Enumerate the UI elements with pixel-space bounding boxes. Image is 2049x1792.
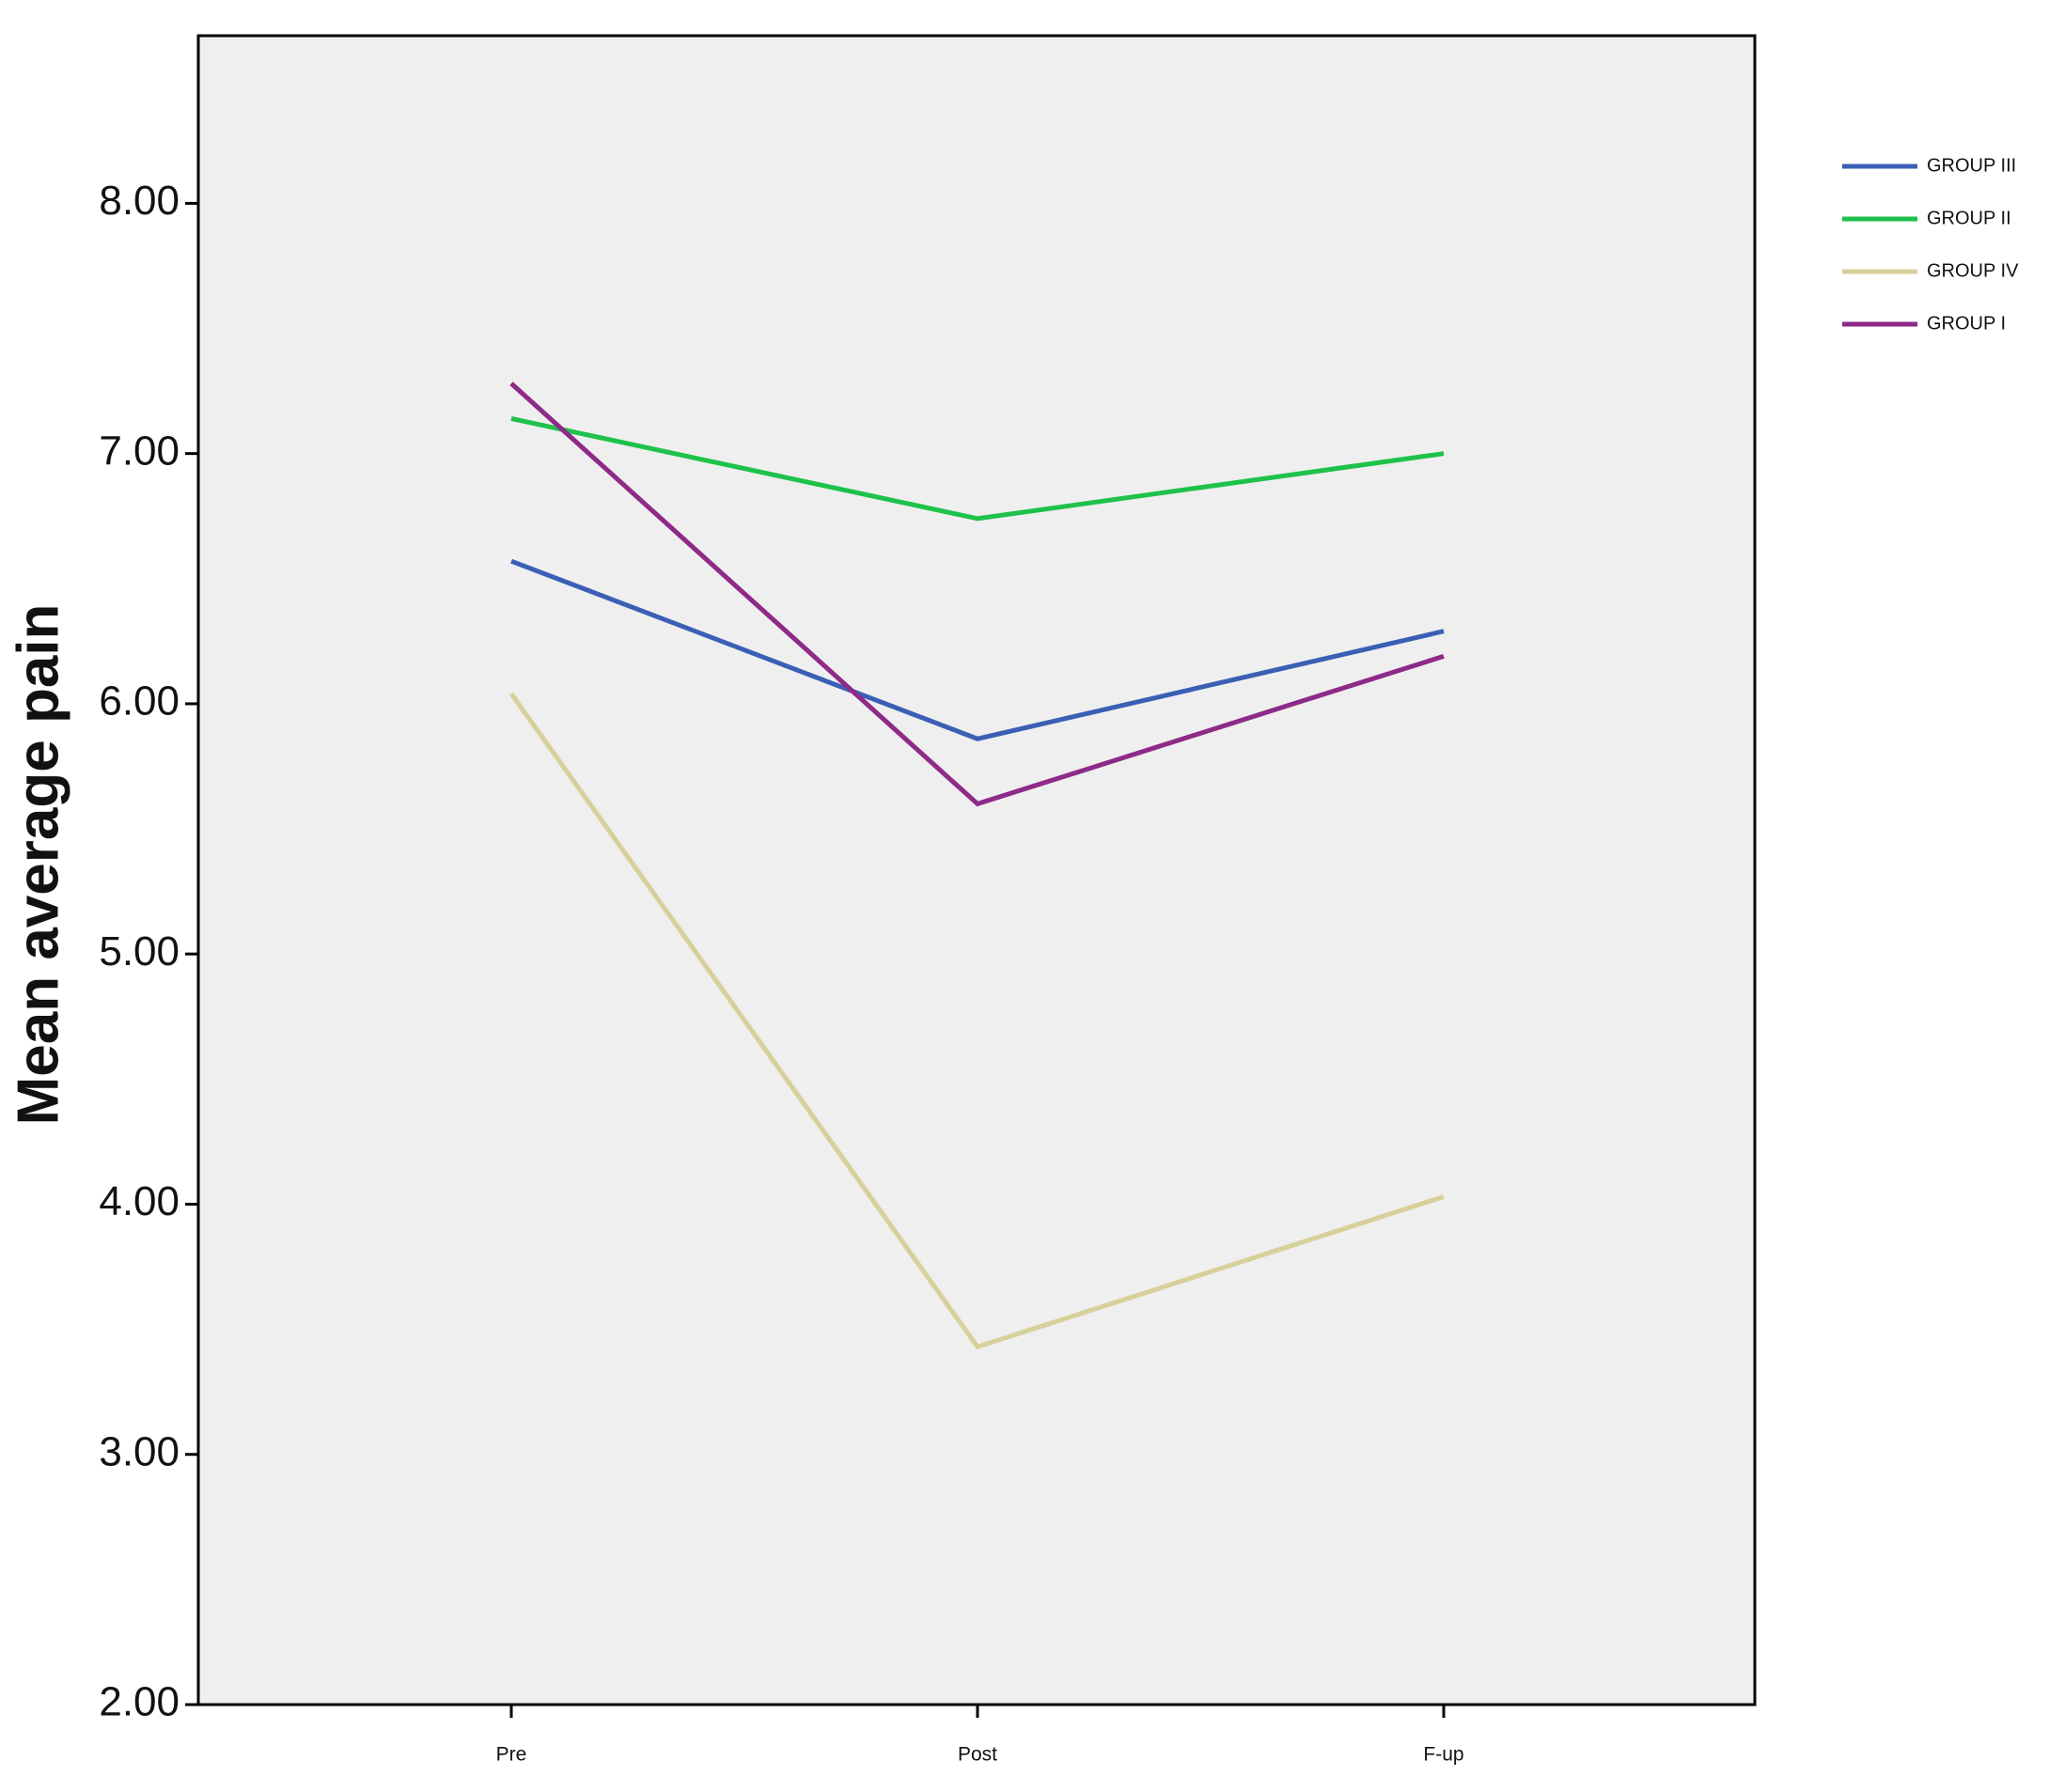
y-tick-label: 7.00: [99, 428, 180, 474]
y-tick-label: 6.00: [99, 678, 180, 725]
y-tick-label: 2.00: [99, 1679, 180, 1725]
legend-label: GROUP III: [1927, 155, 2016, 176]
y-tick-label: 4.00: [99, 1178, 180, 1224]
series-line: [509, 382, 1445, 807]
y-axis-title: Mean average pain: [6, 604, 70, 1126]
y-tick-label: 8.00: [99, 178, 180, 224]
series-line: [510, 558, 1445, 741]
y-tick-label: 3.00: [99, 1428, 180, 1474]
plot-area: [196, 34, 1757, 1706]
series-line: [510, 415, 1445, 522]
legend-label: GROUP IV: [1927, 260, 2019, 281]
legend-label: GROUP II: [1927, 208, 2011, 228]
y-tick-label: 5.00: [99, 928, 180, 974]
legend-label: GROUP I: [1927, 313, 2006, 334]
series-line: [508, 692, 1445, 1350]
x-tick-label: Pre: [496, 1744, 527, 1766]
x-tick-label: Post: [958, 1744, 997, 1766]
x-tick-label: F-up: [1423, 1744, 1463, 1766]
